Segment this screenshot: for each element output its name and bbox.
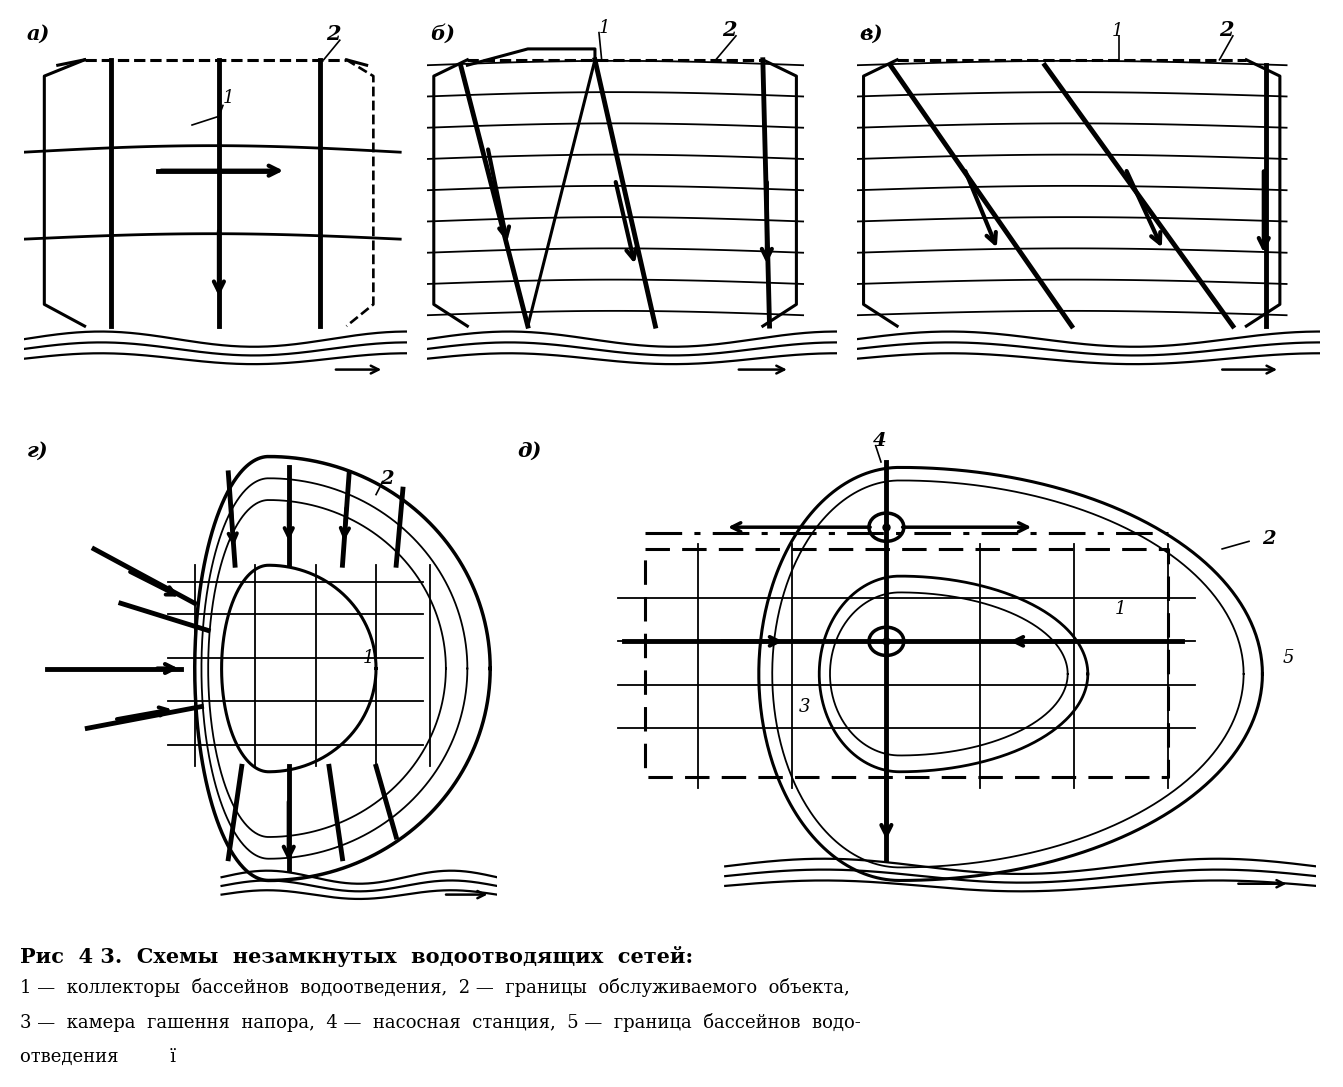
Text: 2: 2 bbox=[1219, 20, 1234, 40]
Text: 1 —  коллекторы  бассейнов  водоотведения,  2 —  границы  обслуживаемого  объект: 1 — коллекторы бассейнов водоотведения, … bbox=[20, 978, 850, 997]
Text: д): д) bbox=[517, 440, 541, 461]
Text: ·: · bbox=[864, 20, 873, 47]
Text: 2: 2 bbox=[1262, 529, 1276, 548]
Text: 1: 1 bbox=[363, 649, 375, 667]
Text: 4: 4 bbox=[873, 432, 886, 450]
Text: Рис  4 3.  Схемы  незамкнутых  водоотводящих  сетей:: Рис 4 3. Схемы незамкнутых водоотводящих… bbox=[20, 946, 693, 966]
Text: 3 —  камера  гашення  напора,  4 —  насосная  станция,  5 —  граница  бассейнов : 3 — камера гашення напора, 4 — насосная … bbox=[20, 1013, 861, 1032]
Text: 1: 1 bbox=[1112, 22, 1124, 40]
Text: г): г) bbox=[27, 440, 48, 461]
Text: 2: 2 bbox=[723, 20, 737, 40]
Text: а): а) bbox=[27, 24, 50, 45]
Text: 5: 5 bbox=[1283, 649, 1295, 667]
Text: 3: 3 bbox=[799, 698, 811, 716]
Text: в): в) bbox=[860, 24, 884, 45]
Text: 2: 2 bbox=[326, 24, 341, 45]
Text: отведения         ї: отведения ї bbox=[20, 1048, 176, 1066]
Text: 1: 1 bbox=[1115, 600, 1127, 619]
Text: 1: 1 bbox=[223, 89, 235, 108]
Text: б): б) bbox=[430, 24, 455, 45]
Text: 2: 2 bbox=[380, 470, 393, 488]
Text: 1: 1 bbox=[599, 18, 611, 37]
